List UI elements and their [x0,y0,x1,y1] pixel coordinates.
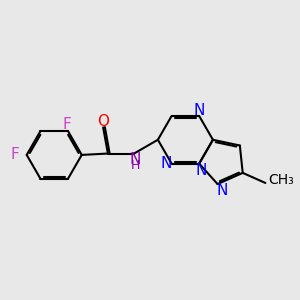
Text: N: N [130,152,141,167]
Text: N: N [160,156,172,171]
Text: O: O [97,114,109,129]
Text: F: F [10,147,19,162]
Text: F: F [62,117,71,132]
Text: N: N [217,183,228,198]
Text: N: N [195,163,206,178]
Text: N: N [194,103,205,118]
Text: H: H [131,159,140,172]
Text: CH₃: CH₃ [268,173,294,187]
